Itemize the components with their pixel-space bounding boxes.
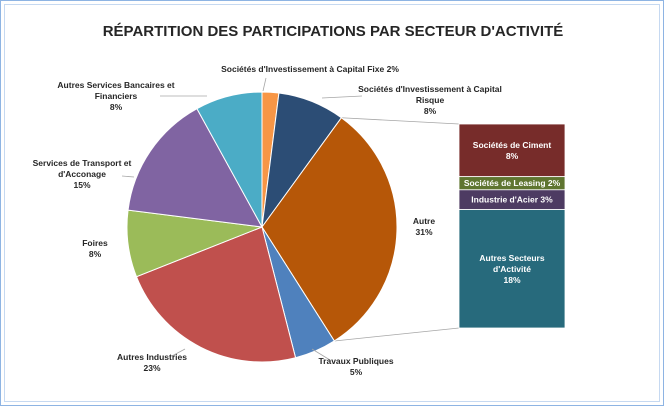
slice-labels: Sociétés d'Investissement à Capital Fixe… — [33, 64, 502, 377]
bar-label-societes-de-leasing: Sociétés de Leasing 2% — [464, 178, 561, 188]
leader-lines — [121, 77, 363, 361]
pie-slice-autre — [261, 117, 398, 342]
pie-slices — [126, 91, 398, 363]
slice-label-travaux-publiques: Travaux Publiques 5% — [318, 356, 393, 377]
slice-label-foires: Foires 8% — [82, 238, 108, 259]
chart-title: RÉPARTITION DES PARTICIPATIONS PAR SECTE… — [103, 23, 564, 40]
leader-line-societes-d-investissement-a-capital-risque — [321, 95, 363, 99]
bar-segment-societes-de-ciment — [458, 123, 566, 178]
pie-slice-autres-services-bancaires-et-financiers — [196, 91, 263, 228]
bar-segment-autres-secteurs-d-activite — [458, 209, 566, 329]
connector-lines — [334, 117, 460, 342]
leader-line-travaux-publiques — [311, 348, 331, 361]
leader-line-societes-d-investissement-a-capital-fixe — [262, 77, 267, 92]
slice-label-societes-d-investissement-a-capital-fixe: Sociétés d'Investissement à Capital Fixe… — [221, 64, 399, 74]
pie-slice-autres-industries — [135, 226, 297, 363]
slice-label-autres-services-bancaires-et-financiers: Autres Services Bancaires et Financiers 8% — [57, 80, 174, 112]
slice-label-services-de-transport-et-d-acconage: Services de Transport et d'Acconage 15% — [33, 158, 132, 190]
leader-line-services-de-transport-et-d-acconage — [121, 175, 135, 178]
slice-label-societes-d-investissement-a-capital-risque: Sociétés d'Investissement à Capital Risqu… — [358, 84, 502, 116]
slice-label-autre: Autre 31% — [413, 216, 435, 237]
connector-line-top — [341, 117, 460, 125]
bar-label-autres-secteurs-d-activite: Autres Secteurs d'Activité 18% — [479, 253, 544, 285]
bar-label-societes-de-ciment: Sociétés de Ciment 8% — [473, 140, 552, 161]
bar-label-industrie-d-acier: Industrie d'Acier 3% — [471, 195, 553, 205]
chart-frame-inner — [4, 4, 660, 402]
connector-line-bottom — [334, 327, 460, 342]
pie-slice-services-de-transport-et-d-acconage — [127, 108, 263, 228]
slice-label-autres-industries: Autres Industries 23% — [117, 352, 187, 373]
leader-line-autres-industries — [171, 348, 186, 357]
breakdown-bar: Sociétés de Ciment 8% Sociétés de Leasing … — [458, 123, 566, 329]
